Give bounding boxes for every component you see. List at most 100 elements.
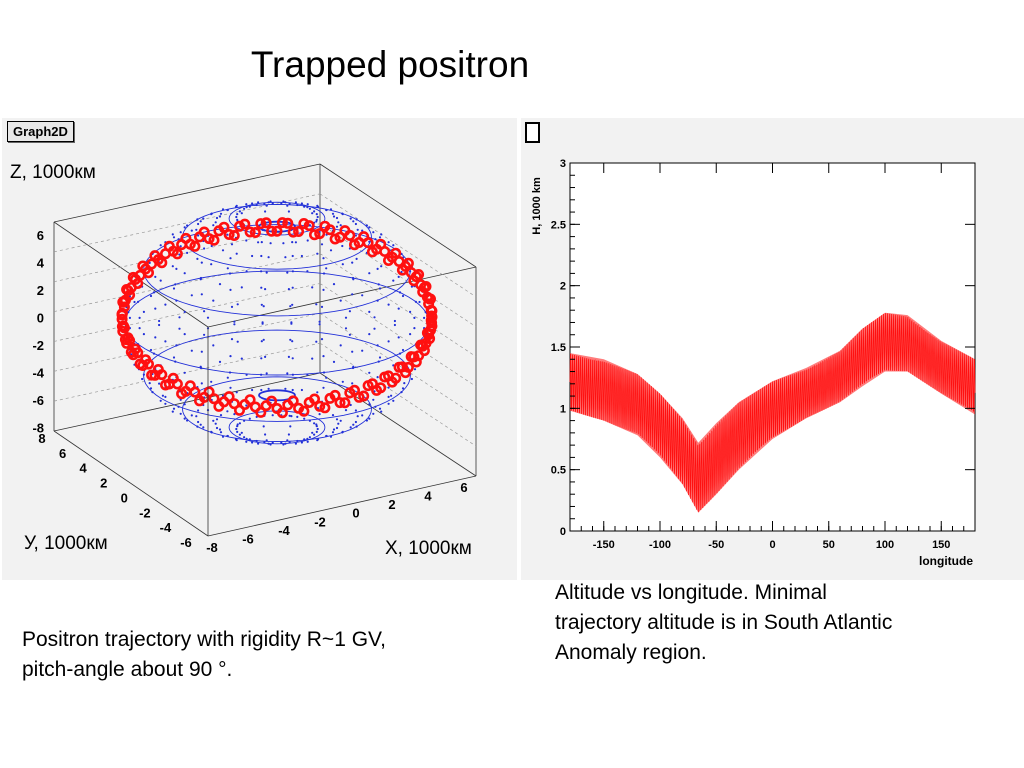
trajectory-point [314, 400, 326, 412]
x-tick-label: -4 [278, 523, 290, 538]
left-caption-line-1: Positron trajectory with rigidity R~1 GV… [22, 628, 386, 651]
shell-point [397, 336, 400, 339]
shell-point [221, 394, 225, 397]
x-tick-label: -6 [242, 531, 254, 546]
shell-point [311, 212, 314, 215]
shell-point [355, 425, 358, 428]
x-tick-label: -100 [649, 539, 671, 551]
y-tick-label: -4 [160, 520, 172, 535]
y-tick-label: -6 [180, 535, 192, 550]
shell-point [348, 333, 351, 336]
shell-point [179, 412, 182, 415]
shell-point [200, 350, 203, 353]
right-caption: Altitude vs longitude. Minimal trajector… [555, 578, 892, 668]
shell-point [197, 420, 200, 424]
shell-point [151, 391, 154, 394]
shell-point [245, 203, 248, 206]
y-axis-title: H, 1000 km [531, 177, 543, 235]
shell-point [344, 316, 348, 319]
shell-point [361, 229, 364, 232]
shell-point [368, 240, 371, 243]
shell-point [387, 241, 390, 244]
shell-point [291, 286, 294, 289]
shell-point [264, 288, 267, 291]
shell-point [341, 212, 344, 215]
shell-point [351, 293, 354, 296]
shell-point [190, 294, 193, 297]
shell-point [355, 218, 358, 221]
shell-point [291, 270, 294, 273]
z-tick-label: -6 [32, 393, 44, 408]
shell-point [267, 387, 270, 390]
shell-point [413, 327, 416, 330]
shell-point [190, 349, 193, 352]
checkbox-icon[interactable] [525, 122, 540, 143]
shell-point [397, 307, 400, 310]
shell-point [128, 316, 131, 319]
shell-point [179, 231, 182, 234]
shell-point [218, 428, 222, 431]
y-tick-label: 8 [38, 431, 45, 446]
trajectory-point [319, 402, 331, 414]
shell-point [378, 236, 382, 239]
shell-point [322, 355, 325, 358]
trajectory-point [176, 388, 188, 400]
shell-point [234, 438, 238, 441]
shell-point [393, 323, 396, 327]
shell-point [294, 241, 297, 244]
shell-point [245, 206, 248, 209]
shell-point [265, 271, 268, 274]
shell-point [337, 422, 340, 425]
shell-point [230, 305, 234, 308]
shell-point [316, 252, 319, 255]
shell-point [141, 377, 144, 381]
shell-point [164, 340, 167, 343]
shell-point [374, 405, 377, 408]
shell-point [311, 286, 314, 289]
shell-point [219, 212, 223, 215]
shell-point [236, 213, 239, 216]
shell-point [376, 299, 379, 302]
trajectory-point [421, 327, 433, 339]
shell-point [228, 371, 232, 374]
trajectory-point [171, 248, 183, 260]
shell-point [142, 333, 145, 336]
graph2d-label[interactable]: Graph2D [7, 121, 74, 142]
trajectory-point [420, 281, 432, 293]
shell-point [172, 287, 176, 290]
box-edge [53, 163, 321, 223]
shell-point [332, 360, 336, 363]
x-tick-label: 4 [424, 489, 432, 504]
shell-point [251, 202, 254, 205]
y-tick-label: 1 [560, 403, 566, 415]
shell-point [409, 270, 412, 273]
shell-point [306, 270, 309, 273]
shell-point [183, 310, 186, 313]
shell-point [265, 204, 268, 207]
shell-point [260, 373, 263, 376]
shell-point [410, 285, 413, 288]
shell-point [318, 320, 321, 323]
shell-point [218, 215, 222, 218]
shell-point [269, 242, 272, 245]
graph2d-panel: 6 4 2 0 -2 -4 -6 -8 8 6 4 2 0 -2 -4 -6 -8 -6 -4 -2 0 2 4 6 Grap… [2, 118, 517, 580]
y-tick-label: 3 [560, 158, 566, 170]
shell-point [219, 414, 223, 417]
shell-point [164, 395, 167, 398]
shell-point [236, 425, 239, 428]
shell-point [291, 303, 294, 306]
shell-point [261, 321, 264, 324]
shell-point [263, 441, 266, 444]
shell-ring [143, 329, 411, 422]
shell-point [149, 294, 153, 298]
trajectory-point [239, 398, 251, 410]
shell-point [400, 391, 403, 394]
shell-point [348, 310, 351, 313]
box-edge [319, 163, 477, 268]
shell-point [240, 212, 243, 215]
shell-point [197, 234, 200, 237]
shell-point [260, 254, 263, 258]
shell-point [390, 394, 393, 397]
shell-point [378, 356, 382, 359]
shell-point [368, 226, 371, 229]
